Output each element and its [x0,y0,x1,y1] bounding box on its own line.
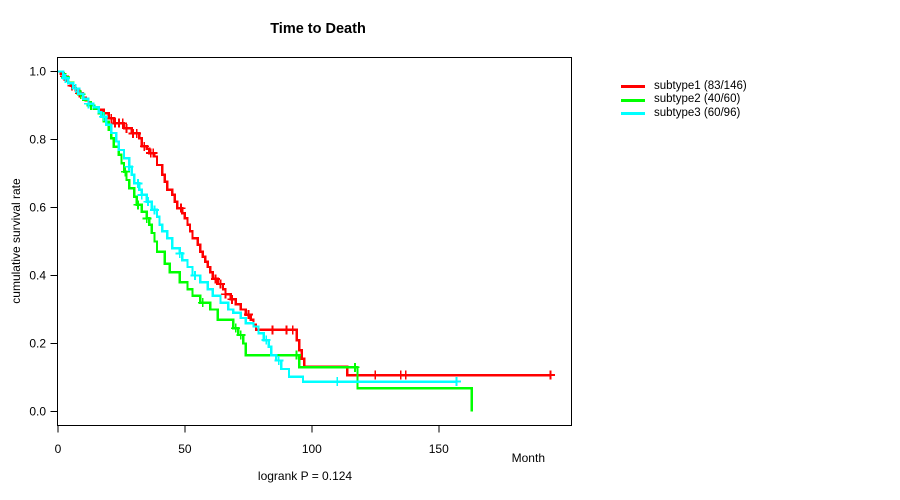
y-tick-label: 1.0 [29,65,46,79]
x-tick-label: 50 [178,442,192,456]
y-tick-label: 0.4 [29,269,46,283]
legend-line-swatch [621,85,645,89]
legend-label: subtype3 (60/96) [654,106,741,119]
legend-item: subtype3 (60/96) [621,107,747,120]
censor-marks-subtype1 [59,71,555,380]
survival-curve-subtype3 [58,70,457,383]
legend-label: subtype1 (83/146) [654,80,747,92]
x-tick-label: 100 [302,442,322,456]
legend-label: subtype2 (40/60) [654,93,741,106]
y-tick-label: 0.0 [29,405,46,419]
x-axis-title: Month [511,451,545,465]
y-axis-title: cumulative survival rate [9,178,23,304]
legend-item: subtype2 (40/60) [621,93,747,106]
survival-curve-subtype1 [58,70,551,377]
x-tick-label: 150 [429,442,449,456]
logrank-annotation: logrank P = 0.124 [257,469,353,483]
legend-line-swatch [621,111,645,115]
plot-box [57,57,572,426]
y-tick-label: 0.2 [29,337,46,351]
legend-item: subtype1 (83/146) [621,80,747,93]
legend: subtype1 (83/146) subtype2 (40/60) subtype… [621,80,747,120]
y-tick-label: 0.6 [29,201,46,215]
x-tick-label: 0 [55,442,62,456]
y-tick-label: 0.8 [29,133,46,147]
legend-line-swatch [621,98,645,102]
censor-marks-subtype3 [61,73,462,387]
chart-title: Time to Death [270,21,366,37]
